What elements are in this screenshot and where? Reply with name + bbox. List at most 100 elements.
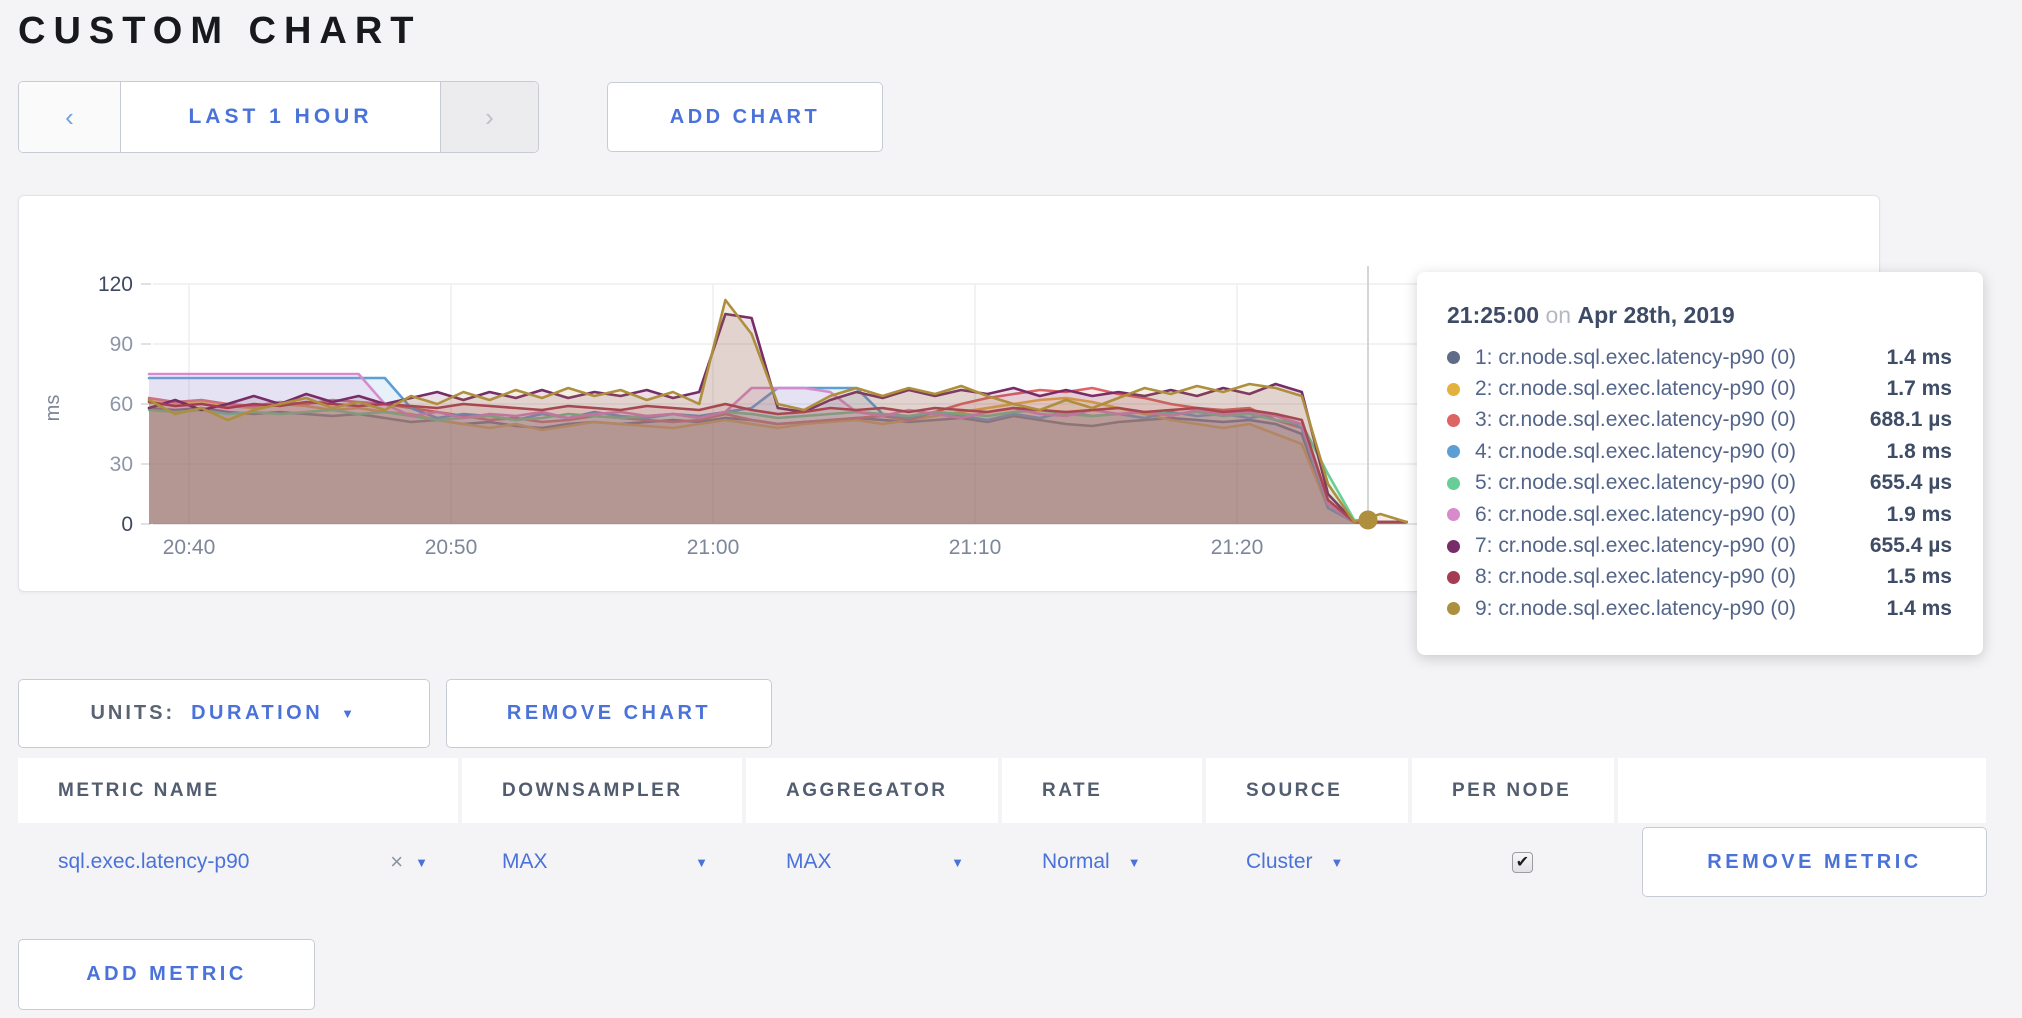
- add-chart-button[interactable]: ADD CHART: [607, 82, 883, 152]
- chevron-down-icon[interactable]: ▼: [1330, 854, 1344, 870]
- series-line: [147, 396, 1408, 524]
- units-label: UNITS:: [90, 702, 176, 724]
- tooltip-series-row: 4: cr.node.sql.exec.latency-p90 (0) 1.8 m…: [1447, 436, 1952, 467]
- table-header-cell: AGGREGATOR: [746, 758, 998, 823]
- series-line: [147, 298, 1408, 524]
- chart-series: [147, 298, 1408, 524]
- units-value: DURATION: [191, 702, 324, 724]
- metric-name-cell: sql.exec.latency-p90 × ▼: [18, 826, 458, 898]
- metrics-table: METRIC NAME DOWNSAMPLER AGGREGATOR RATE SOUR…: [18, 758, 1987, 898]
- clear-metric-icon[interactable]: ×: [390, 849, 404, 874]
- series-color-dot-icon: [1447, 382, 1460, 396]
- series-area: [149, 410, 1407, 524]
- series-value: 688.1 µs: [1869, 408, 1952, 432]
- table-header-cell: METRIC NAME: [18, 758, 458, 823]
- chart-controls: UNITS: DURATION ▼ REMOVE CHART: [18, 679, 772, 748]
- aggregator-cell: MAX ▼: [746, 826, 998, 898]
- series-label: 5: cr.node.sql.exec.latency-p90 (0): [1475, 471, 1797, 495]
- chevron-down-icon: ▼: [341, 706, 358, 721]
- tooltip-header: 21:25:00 on Apr 28th, 2019: [1447, 302, 1952, 329]
- series-label: 3: cr.node.sql.exec.latency-p90 (0): [1475, 408, 1797, 432]
- next-time-button-disabled[interactable]: ›: [441, 82, 538, 152]
- latency-area-chart[interactable]: 0 30 60 90 120 ms 20:40 20:50 21:00 21:10 21:20: [19, 196, 1879, 591]
- tooltip-series-row: 7: cr.node.sql.exec.latency-p90 (0) 655.4…: [1447, 530, 1952, 561]
- series-area: [149, 314, 1407, 524]
- rate-cell: Normal ▼: [1002, 826, 1202, 898]
- series-area: [149, 300, 1407, 524]
- chevron-right-icon: ›: [485, 101, 494, 132]
- table-header-cell: SOURCE: [1206, 758, 1408, 823]
- tooltip-series-row: 1: cr.node.sql.exec.latency-p90 (0) 1.4 m…: [1447, 342, 1952, 373]
- series-line: [147, 372, 1408, 524]
- chevron-down-icon[interactable]: ▼: [695, 854, 708, 870]
- source-cell: Cluster ▼: [1206, 826, 1408, 898]
- series-label: 7: cr.node.sql.exec.latency-p90 (0): [1475, 534, 1797, 558]
- chevron-down-icon[interactable]: ▼: [415, 854, 428, 870]
- y-tick-label: 90: [110, 333, 133, 356]
- rate-value[interactable]: Normal: [1042, 850, 1110, 873]
- series-value: 655.4 µs: [1869, 534, 1952, 558]
- source-value[interactable]: Cluster: [1246, 850, 1313, 873]
- remove-chart-button[interactable]: REMOVE CHART: [446, 679, 772, 748]
- aggregator-value[interactable]: MAX: [786, 850, 832, 873]
- tooltip-series-row: 3: cr.node.sql.exec.latency-p90 (0) 688.1…: [1447, 405, 1952, 436]
- table-header-cell: RATE: [1002, 758, 1202, 823]
- tooltip-date: Apr 28th, 2019: [1577, 302, 1735, 328]
- tooltip-time: 21:25:00: [1447, 302, 1540, 328]
- add-metric-button[interactable]: ADD METRIC: [18, 939, 315, 1010]
- y-tick-label: 30: [110, 453, 133, 476]
- per-node-checkbox[interactable]: ✔: [1512, 851, 1533, 873]
- chevron-left-icon: ‹: [65, 101, 74, 132]
- series-value: 1.4 ms: [1886, 345, 1952, 369]
- time-range-selector: ‹ LAST 1 HOUR ›: [18, 81, 539, 153]
- downsampler-value[interactable]: MAX: [502, 850, 548, 873]
- series-line: [147, 400, 1408, 524]
- series-area: [149, 388, 1407, 524]
- tooltip-series-row: 8: cr.node.sql.exec.latency-p90 (0) 1.5 m…: [1447, 562, 1952, 593]
- x-tick-label: 21:00: [687, 536, 740, 559]
- series-color-dot-icon: [1447, 539, 1460, 553]
- hover-point-dot: [1358, 510, 1378, 530]
- series-color-dot-icon: [1447, 602, 1460, 616]
- chart-card: 0 30 60 90 120 ms 20:40 20:50 21:00 21:10 21:20: [18, 195, 1880, 592]
- tooltip-series-list: 1: cr.node.sql.exec.latency-p90 (0) 1.4 m…: [1447, 342, 1952, 625]
- series-area: [149, 402, 1407, 524]
- series-line: [147, 312, 1408, 524]
- series-color-dot-icon: [1447, 445, 1460, 459]
- x-tick-label: 20:40: [163, 536, 216, 559]
- time-range-display[interactable]: LAST 1 HOUR: [120, 82, 441, 152]
- series-value: 1.9 ms: [1886, 502, 1952, 526]
- series-label: 1: cr.node.sql.exec.latency-p90 (0): [1475, 345, 1797, 369]
- toolbar: ‹ LAST 1 HOUR › ADD CHART: [18, 81, 2022, 153]
- y-tick-label: 120: [98, 273, 133, 296]
- per-node-cell: ✔: [1412, 826, 1614, 898]
- row-actions-cell: REMOVE METRIC: [1618, 826, 1987, 898]
- chart-axis-labels: 0 30 60 90 120 ms 20:40 20:50 21:00 21:10 21:20: [42, 273, 1263, 559]
- page-title: CUSTOM CHART: [18, 10, 422, 52]
- tooltip-series-row: 5: cr.node.sql.exec.latency-p90 (0) 655.4…: [1447, 468, 1952, 499]
- chevron-down-icon[interactable]: ▼: [951, 854, 964, 870]
- series-color-dot-icon: [1447, 570, 1460, 584]
- x-tick-label: 21:20: [1211, 536, 1264, 559]
- series-label: 4: cr.node.sql.exec.latency-p90 (0): [1475, 439, 1797, 463]
- metric-row: sql.exec.latency-p90 × ▼ MAX ▼ MAX ▼ Nor…: [18, 826, 1987, 898]
- series-value: 1.5 ms: [1886, 565, 1952, 589]
- remove-metric-button[interactable]: REMOVE METRIC: [1642, 827, 1987, 897]
- series-label: 2: cr.node.sql.exec.latency-p90 (0): [1475, 377, 1797, 401]
- prev-time-button[interactable]: ‹: [19, 82, 120, 152]
- chevron-down-icon[interactable]: ▼: [1127, 854, 1141, 870]
- y-axis-unit-label: ms: [42, 395, 64, 422]
- y-tick-label: 60: [110, 393, 133, 416]
- table-header-cell: DOWNSAMPLER: [462, 758, 742, 823]
- metrics-table-header: METRIC NAME DOWNSAMPLER AGGREGATOR RATE SOUR…: [18, 758, 1986, 823]
- metric-name-link[interactable]: sql.exec.latency-p90: [58, 850, 250, 873]
- units-dropdown[interactable]: UNITS: DURATION ▼: [18, 679, 430, 748]
- series-value: 1.4 ms: [1886, 596, 1952, 620]
- downsampler-cell: MAX ▼: [462, 826, 742, 898]
- series-area: [149, 398, 1407, 524]
- tooltip-series-row: 6: cr.node.sql.exec.latency-p90 (0) 1.9 m…: [1447, 499, 1952, 530]
- series-color-dot-icon: [1447, 351, 1460, 365]
- series-label: 8: cr.node.sql.exec.latency-p90 (0): [1475, 565, 1797, 589]
- tooltip-series-row: 9: cr.node.sql.exec.latency-p90 (0) 1.4 m…: [1447, 593, 1952, 624]
- x-tick-label: 20:50: [425, 536, 478, 559]
